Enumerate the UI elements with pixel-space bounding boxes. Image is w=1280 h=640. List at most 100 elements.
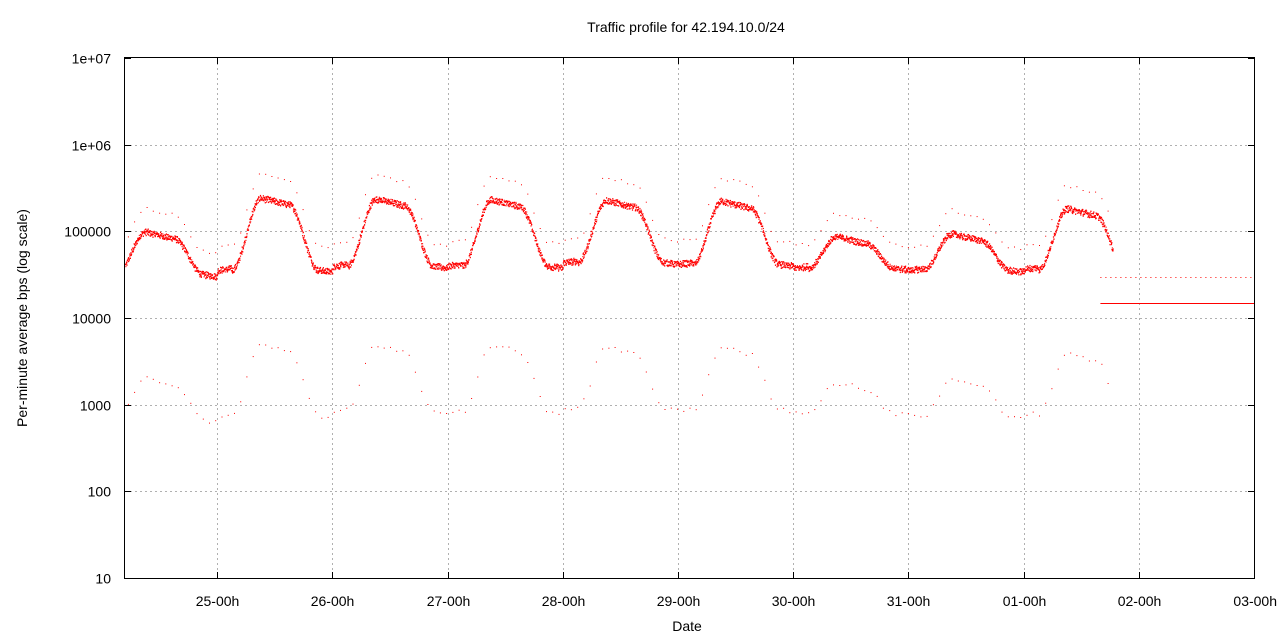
data-point <box>1104 224 1106 227</box>
data-point <box>1087 213 1089 216</box>
upper-envelope-point <box>1007 247 1009 249</box>
data-point <box>838 236 840 239</box>
data-point <box>214 275 216 278</box>
data-point <box>280 205 282 207</box>
data-point <box>990 245 992 247</box>
lower-envelope-point <box>383 347 385 349</box>
data-point <box>718 202 720 204</box>
data-point <box>342 262 344 264</box>
lower-envelope-point <box>552 411 554 413</box>
data-point <box>568 258 570 261</box>
data-point <box>1061 214 1063 216</box>
data-point <box>644 219 646 221</box>
lower-envelope-point <box>945 382 947 384</box>
data-point <box>1092 216 1094 218</box>
data-point <box>807 266 809 268</box>
data-point <box>534 236 536 238</box>
data-point <box>448 264 449 266</box>
data-point <box>588 242 590 245</box>
data-point <box>398 204 399 206</box>
data-point <box>236 264 238 266</box>
data-point <box>684 264 686 266</box>
data-point <box>902 269 904 272</box>
data-point <box>468 259 470 261</box>
data-point <box>772 257 774 259</box>
data-point <box>648 229 650 231</box>
data-point <box>707 227 709 229</box>
data-point <box>1098 219 1100 221</box>
data-point <box>1040 267 1042 269</box>
data-point <box>223 271 225 273</box>
data-point <box>819 255 821 258</box>
data-point <box>673 264 675 266</box>
data-point <box>1047 249 1049 252</box>
data-point <box>465 264 467 266</box>
data-point <box>425 256 427 258</box>
data-point <box>641 211 643 213</box>
data-point <box>241 253 243 255</box>
data-point <box>235 267 238 269</box>
data-point <box>626 208 628 210</box>
data-point <box>1023 272 1025 275</box>
data-point <box>355 251 357 253</box>
data-point <box>998 259 1000 261</box>
data-point <box>655 250 657 252</box>
data-point <box>756 211 758 213</box>
data-point <box>251 215 253 217</box>
y-tick-label: 1e+07 <box>72 51 112 67</box>
data-point <box>741 206 743 208</box>
data-point <box>595 218 597 221</box>
data-point <box>162 234 165 237</box>
data-point <box>725 198 727 201</box>
data-point <box>1062 213 1064 215</box>
data-point <box>1022 268 1024 270</box>
lower-envelope-point <box>521 354 522 356</box>
data-point <box>723 203 725 205</box>
data-point <box>194 264 196 266</box>
data-point <box>192 264 194 266</box>
data-point <box>722 200 724 202</box>
upper-envelope-point <box>290 181 292 182</box>
upper-envelope-point <box>751 186 753 188</box>
data-point <box>852 241 854 244</box>
data-point <box>513 205 515 208</box>
lower-envelope-point <box>1082 356 1084 358</box>
data-point <box>449 266 451 268</box>
data-point <box>1043 263 1045 266</box>
data-point <box>308 253 310 255</box>
data-point <box>563 261 565 263</box>
data-point <box>498 199 500 201</box>
data-point <box>528 216 530 218</box>
data-point <box>499 203 501 205</box>
data-point <box>647 233 649 235</box>
data-point <box>437 268 439 270</box>
data-point <box>1043 265 1045 267</box>
data-point <box>980 239 982 241</box>
data-point <box>184 247 186 249</box>
data-point <box>412 217 413 219</box>
data-point <box>357 247 359 249</box>
data-point <box>747 209 749 211</box>
data-point <box>730 202 732 204</box>
data-point <box>1097 213 1099 215</box>
lower-envelope-point <box>290 351 292 353</box>
upper-envelope-point <box>776 241 778 243</box>
data-point <box>239 257 241 259</box>
lower-envelope-point <box>227 414 229 416</box>
data-point <box>649 234 651 236</box>
data-point <box>289 201 291 203</box>
lower-envelope-point <box>939 395 941 397</box>
data-point <box>621 202 623 204</box>
data-point <box>904 267 906 269</box>
data-point <box>474 241 476 243</box>
lower-envelope-point <box>489 347 491 349</box>
data-point <box>463 265 465 267</box>
data-point <box>974 239 976 241</box>
data-point <box>780 267 782 269</box>
data-point <box>886 264 888 266</box>
data-point <box>321 272 323 274</box>
data-point <box>446 269 448 271</box>
data-point <box>298 221 300 223</box>
data-point <box>776 264 778 266</box>
data-point <box>1036 265 1038 267</box>
